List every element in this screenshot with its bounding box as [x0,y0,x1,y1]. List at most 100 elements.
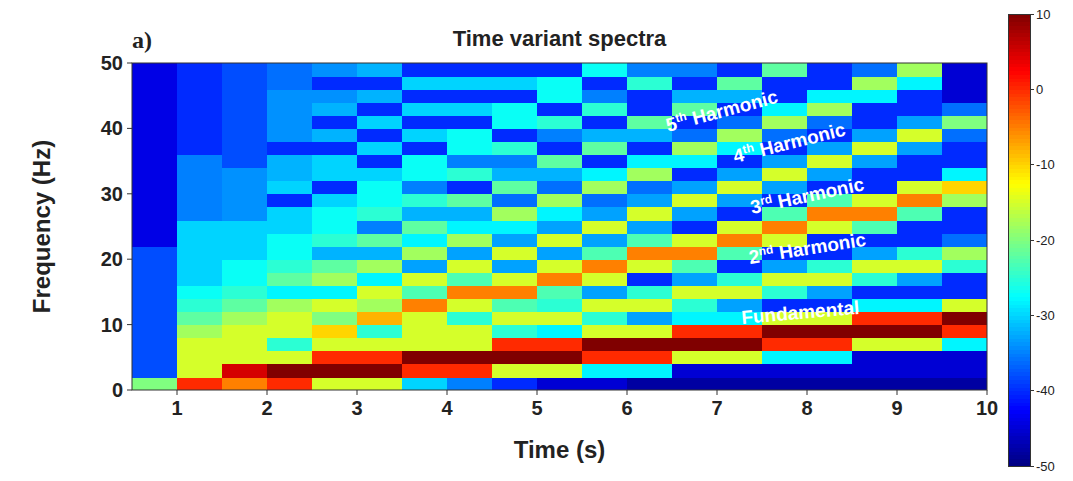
heatmap-cell [447,364,493,378]
heatmap-cell [492,181,538,195]
x-tick-label: 9 [891,397,902,419]
heatmap-cell [537,338,583,352]
heatmap-cell [942,272,987,286]
heatmap-cell [537,377,583,390]
heatmap-cell [447,233,493,247]
colorbar-swatch [1008,112,1030,116]
heatmap-cell [447,194,493,208]
heatmap-cell [942,89,987,103]
heatmap-cell [717,63,763,77]
heatmap-cell [447,298,493,312]
heatmap-cell [492,377,538,390]
heatmap-cell [537,102,583,116]
heatmap-cell [582,63,628,77]
heatmap-cell [897,63,943,77]
heatmap-cell [897,246,943,260]
heatmap-cell [222,364,268,378]
heatmap-cell [717,168,763,182]
heatmap-cell [897,377,943,390]
heatmap-cell [132,89,178,103]
colorbar-swatch [1008,319,1030,323]
colorbar-swatch [1008,285,1030,289]
colorbar-swatch [1008,248,1030,252]
heatmap-cell [582,233,628,247]
heatmap-cell [627,351,673,365]
colorbar-swatch [1008,199,1030,203]
colorbar-swatch [1008,353,1030,357]
y-tick [127,63,132,64]
heatmap-cell [942,233,987,247]
heatmap-cell [852,194,898,208]
heatmap-cell [672,220,718,234]
colorbar-swatch [1008,391,1030,395]
heatmap-cell [177,89,223,103]
heatmap-cell [312,76,358,90]
heatmap-cell [717,351,763,365]
heatmap-cell [267,89,313,103]
heatmap-cell [132,364,178,378]
heatmap-cell [267,338,313,352]
heatmap-cell [222,102,268,116]
colorbar-swatch [1008,29,1030,33]
heatmap-cell [942,259,987,273]
colorbar-swatch [1008,153,1030,157]
heatmap-cell [402,364,448,378]
heatmap-cell [222,168,268,182]
heatmap-cell [627,155,673,169]
heatmap-cell [942,338,987,352]
heatmap-cell [942,102,987,116]
colorbar-swatch [1008,78,1030,82]
colorbar-swatch [1008,123,1030,127]
heatmap-cell [402,155,448,169]
heatmap-cell [627,168,673,182]
colorbar-swatch [1008,379,1030,383]
heatmap-cell [537,220,583,234]
colorbar-swatch [1008,206,1030,210]
heatmap-cell [582,351,628,365]
colorbar-swatch [1008,402,1030,406]
heatmap-cell [852,76,898,90]
heatmap-cell [672,338,718,352]
colorbar-swatch [1008,300,1030,304]
colorbar-swatch [1008,18,1030,22]
heatmap-cell [897,285,943,299]
heatmap-cell [672,194,718,208]
colorbar-swatch [1008,244,1030,248]
colorbar-swatch [1008,229,1030,233]
heatmap-cell [402,272,448,286]
heatmap-cell [267,285,313,299]
heatmap-cell [537,155,583,169]
heatmap-cell [132,102,178,116]
heatmap-cell [807,377,853,390]
heatmap-cell [447,155,493,169]
colorbar-swatch [1008,168,1030,172]
heatmap-cell [537,285,583,299]
heatmap-cell [672,272,718,286]
heatmap-cell [627,377,673,390]
heatmap-cell [267,377,313,390]
colorbar-swatch [1008,93,1030,97]
annotation: 3rd Harmonic [748,172,866,218]
heatmap-cell [897,168,943,182]
colorbar: 100-10-20-30-40-50 [1008,7,1055,474]
heatmap-cell [852,285,898,299]
heatmap-cell [762,115,808,129]
heatmap-cell [717,364,763,378]
heatmap-cell [312,89,358,103]
heatmap-cell [582,168,628,182]
heatmap-cell [177,272,223,286]
colorbar-swatch [1008,323,1030,327]
colorbar-swatch [1008,116,1030,120]
heatmap-cell [942,76,987,90]
heatmap-cell [582,155,628,169]
heatmap-cell [897,364,943,378]
heatmap-cell [132,63,178,77]
heatmap-cell [177,338,223,352]
heatmap-cell [402,194,448,208]
y-tick-label: 20 [101,248,123,270]
heatmap-cell [942,351,987,365]
heatmap-cell [627,128,673,142]
heatmap-cell [132,298,178,312]
heatmap-cell [447,351,493,365]
heatmap-cell [312,128,358,142]
